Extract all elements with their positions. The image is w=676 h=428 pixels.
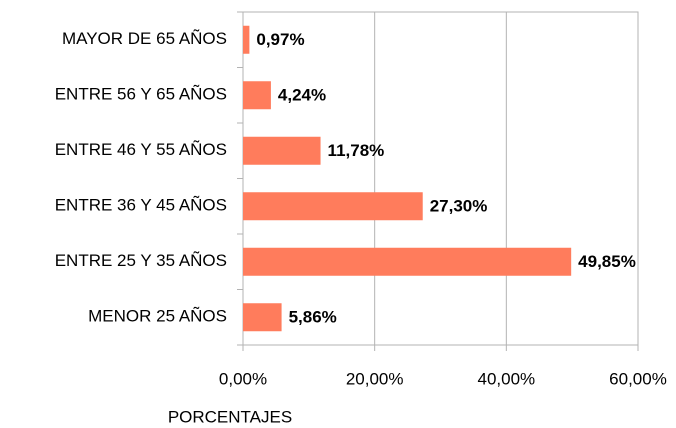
y-tick-label: ENTRE 56 Y 65 AÑOS	[55, 85, 227, 104]
value-label: 11,78%	[328, 141, 385, 160]
bar	[243, 81, 271, 110]
bar	[243, 25, 250, 54]
value-label: 4,24%	[278, 86, 326, 105]
bar	[243, 303, 282, 332]
value-label: 27,30%	[430, 197, 488, 216]
x-tick-label: 20,00%	[346, 369, 404, 388]
x-axis-label: PORCENTAJES	[168, 407, 292, 426]
value-label: 49,85%	[578, 252, 636, 271]
y-tick-label: MENOR 25 AÑOS	[88, 307, 227, 326]
y-tick-label: ENTRE 46 Y 55 AÑOS	[55, 140, 227, 159]
x-tick-label: 40,00%	[477, 369, 535, 388]
bar	[243, 136, 321, 165]
y-tick-label: MAYOR DE 65 AÑOS	[62, 29, 227, 48]
y-tick-label: ENTRE 25 Y 35 AÑOS	[55, 251, 227, 270]
x-tick-label: 60,00%	[609, 369, 667, 388]
value-label: 0,97%	[256, 30, 304, 49]
plot-area	[242, 11, 639, 346]
y-tick-label: ENTRE 36 Y 45 AÑOS	[55, 196, 227, 215]
bar	[243, 192, 423, 221]
value-label: 5,86%	[289, 308, 337, 327]
bar	[243, 247, 572, 276]
x-tick-label: 0,00%	[219, 369, 267, 388]
